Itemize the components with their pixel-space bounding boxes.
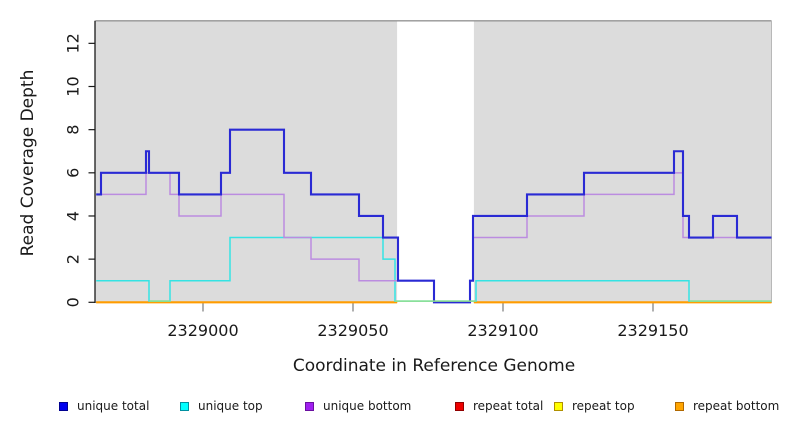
- x-axis-title: Coordinate in Reference Genome: [292, 356, 576, 376]
- x-tick-label: 2329050: [317, 321, 388, 340]
- series-unique-bottom-line: [96, 172, 772, 304]
- x-tick-label: 2329000: [167, 321, 238, 340]
- y-tick-label: 0: [64, 297, 83, 307]
- series-unique-total-line: [96, 128, 772, 304]
- y-tick-label: 4: [64, 211, 83, 221]
- y-tick-label: 12: [64, 33, 83, 53]
- x-tick-label: 2329150: [617, 321, 688, 340]
- y-tick-label: 8: [64, 125, 83, 135]
- y-tick-label: 10: [64, 76, 83, 96]
- gap-highlight: [397, 21, 474, 304]
- y-axis-title: Read Coverage Depth: [18, 69, 38, 257]
- y-tick-label: 2: [64, 254, 83, 264]
- x-tick-label: 2329100: [467, 321, 538, 340]
- y-tick-label: 6: [64, 168, 83, 178]
